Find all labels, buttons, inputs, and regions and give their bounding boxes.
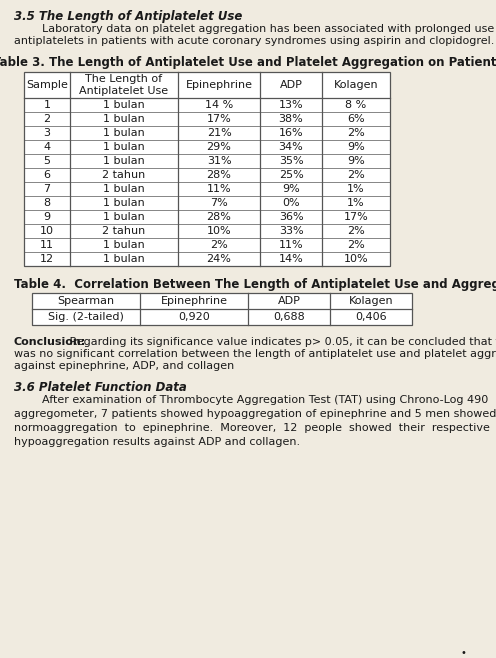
Text: 29%: 29% (206, 142, 232, 152)
Text: Epinephrine: Epinephrine (186, 80, 252, 90)
Text: 2 tahun: 2 tahun (102, 226, 146, 236)
Bar (32, 293, 412, 325)
Text: against epinephrine, ADP, and collagen: against epinephrine, ADP, and collagen (14, 361, 234, 371)
Text: 0,688: 0,688 (273, 312, 305, 322)
Text: 4: 4 (44, 142, 51, 152)
Text: 8: 8 (44, 198, 51, 208)
Text: Laboratory data on platelet aggregation has been associated with prolonged use o: Laboratory data on platelet aggregation … (14, 24, 496, 34)
Text: 3.5 The Length of Antiplatelet Use: 3.5 The Length of Antiplatelet Use (14, 10, 243, 23)
Text: 31%: 31% (207, 156, 231, 166)
Text: 28%: 28% (206, 212, 232, 222)
Bar (24, 72, 390, 266)
Text: 11%: 11% (207, 184, 231, 194)
Bar (24, 72, 390, 266)
Text: 1 bulan: 1 bulan (103, 156, 145, 166)
Text: 1%: 1% (347, 198, 365, 208)
Text: 28%: 28% (206, 170, 232, 180)
Text: 9%: 9% (347, 156, 365, 166)
Text: 11: 11 (40, 240, 54, 250)
Text: •: • (460, 648, 466, 658)
Text: 36%: 36% (279, 212, 304, 222)
Text: 10%: 10% (207, 226, 231, 236)
Text: 1 bulan: 1 bulan (103, 198, 145, 208)
Text: 1%: 1% (347, 184, 365, 194)
Text: 5: 5 (44, 156, 51, 166)
Text: 16%: 16% (279, 128, 304, 138)
Text: 34%: 34% (279, 142, 304, 152)
Text: 13%: 13% (279, 100, 304, 110)
Text: 7%: 7% (210, 198, 228, 208)
Text: 1 bulan: 1 bulan (103, 142, 145, 152)
Text: 11%: 11% (279, 240, 304, 250)
Text: Table 3. The Length of Antiplatelet Use and Platelet Aggregation on Patients: Table 3. The Length of Antiplatelet Use … (0, 56, 496, 69)
Text: 35%: 35% (279, 156, 304, 166)
Text: 2%: 2% (347, 226, 365, 236)
Text: 8 %: 8 % (345, 100, 367, 110)
Text: 24%: 24% (206, 254, 232, 264)
Text: 1: 1 (44, 100, 51, 110)
Text: 10: 10 (40, 226, 54, 236)
Text: 0,406: 0,406 (355, 312, 387, 322)
Text: 9: 9 (44, 212, 51, 222)
Text: Table 4.  Correlation Between The Length of Antiplatelet Use and Aggregation: Table 4. Correlation Between The Length … (14, 278, 496, 291)
Text: 14 %: 14 % (205, 100, 233, 110)
Text: 9%: 9% (282, 184, 300, 194)
Text: 6%: 6% (347, 114, 365, 124)
Text: 12: 12 (40, 254, 54, 264)
Text: ADP: ADP (278, 296, 301, 306)
Text: 2%: 2% (347, 240, 365, 250)
Text: normoaggregation  to  epinephrine.  Moreover,  12  people  showed  their  respec: normoaggregation to epinephrine. Moreove… (14, 423, 490, 433)
Text: 17%: 17% (344, 212, 369, 222)
Text: 2%: 2% (347, 170, 365, 180)
Text: 38%: 38% (279, 114, 304, 124)
Text: antiplatelets in patients with acute coronary syndromes using aspirin and clopid: antiplatelets in patients with acute cor… (14, 36, 495, 46)
Text: 1 bulan: 1 bulan (103, 184, 145, 194)
Text: Regarding its significance value indicates p> 0.05, it can be concluded that the: Regarding its significance value indicat… (66, 337, 496, 347)
Text: Kolagen: Kolagen (334, 80, 378, 90)
Text: 1 bulan: 1 bulan (103, 240, 145, 250)
Text: Conclusion:: Conclusion: (14, 337, 86, 347)
Text: 10%: 10% (344, 254, 369, 264)
Text: 1 bulan: 1 bulan (103, 128, 145, 138)
Text: aggregometer, 7 patients showed hypoaggregation of epinephrine and 5 men showed: aggregometer, 7 patients showed hypoaggr… (14, 409, 496, 419)
Text: 2%: 2% (347, 128, 365, 138)
Text: was no significant correlation between the length of antiplatelet use and platel: was no significant correlation between t… (14, 349, 496, 359)
Text: 2%: 2% (210, 240, 228, 250)
Text: 2: 2 (44, 114, 51, 124)
Text: 25%: 25% (279, 170, 304, 180)
Text: After examination of Thrombocyte Aggregation Test (TAT) using Chrono-Log 490: After examination of Thrombocyte Aggrega… (14, 395, 488, 405)
Bar (32, 293, 412, 325)
Text: 9%: 9% (347, 142, 365, 152)
Text: 33%: 33% (279, 226, 304, 236)
Text: 21%: 21% (207, 128, 231, 138)
Text: 7: 7 (44, 184, 51, 194)
Text: 6: 6 (44, 170, 51, 180)
Text: Spearman: Spearman (58, 296, 115, 306)
Text: Sample: Sample (26, 80, 68, 90)
Text: Kolagen: Kolagen (349, 296, 393, 306)
Text: 1 bulan: 1 bulan (103, 254, 145, 264)
Text: Sig. (2-tailed): Sig. (2-tailed) (48, 312, 124, 322)
Text: 2 tahun: 2 tahun (102, 170, 146, 180)
Text: 14%: 14% (279, 254, 304, 264)
Text: 0%: 0% (282, 198, 300, 208)
Text: 1 bulan: 1 bulan (103, 100, 145, 110)
Text: 17%: 17% (207, 114, 231, 124)
Text: hypoaggregation results against ADP and collagen.: hypoaggregation results against ADP and … (14, 437, 300, 447)
Text: 1 bulan: 1 bulan (103, 114, 145, 124)
Text: 3.6 Platelet Function Data: 3.6 Platelet Function Data (14, 381, 187, 394)
Text: 3: 3 (44, 128, 51, 138)
Text: 0,920: 0,920 (178, 312, 210, 322)
Text: The Length of
Antiplatelet Use: The Length of Antiplatelet Use (79, 74, 169, 96)
Text: ADP: ADP (280, 80, 303, 90)
Text: Epinephrine: Epinephrine (161, 296, 228, 306)
Text: 1 bulan: 1 bulan (103, 212, 145, 222)
